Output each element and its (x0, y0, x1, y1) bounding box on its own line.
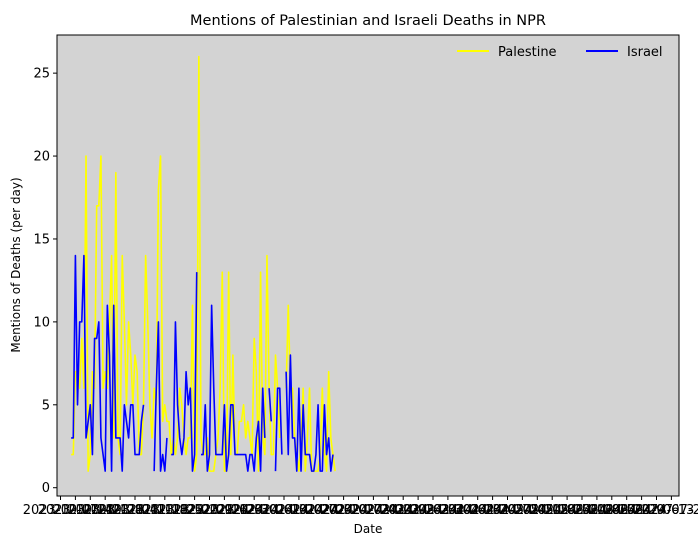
series-line-segment (153, 321, 168, 472)
x-tick-label: 2023-11-11 (97, 503, 173, 518)
chart-title: Mentions of Palestinian and Israeli Deat… (190, 13, 546, 29)
x-tick-label: 2023-12-16 (172, 503, 248, 518)
y-tick-label: 5 (42, 398, 50, 413)
x-tick-label: 2024-06-01 (529, 503, 605, 518)
x-tick-label: 2024-05-18 (500, 503, 576, 518)
x-tick-label: 2024-07-06 (604, 503, 680, 518)
x-tick-label: 2024-04-27 (455, 503, 531, 518)
series-line-segment (71, 254, 145, 472)
x-tick-label: 2023-10-28 (67, 503, 143, 518)
legend-label-palestine: Palestine (498, 45, 557, 60)
x-tick-label: 2024-03-16 (365, 503, 441, 518)
x-tick-label: 2024-03-23 (380, 503, 456, 518)
x-tick-label: 2024-03-30 (395, 503, 471, 518)
x-tick-label: 2023-12-23 (187, 503, 263, 518)
y-tick-label: 25 (33, 67, 50, 82)
series-line-segment (274, 387, 283, 472)
x-tick-label: 2023-12-09 (157, 503, 233, 518)
y-tick-label: 0 (42, 481, 50, 496)
x-tick-label: 2024-01-13 (231, 503, 307, 518)
x-tick-label: 2023-12-02 (142, 503, 218, 518)
x-tick-label: 2024-03-02 (336, 503, 412, 518)
legend: Palestine Israel (457, 45, 663, 60)
x-tick-label: 2023-10-07 (23, 503, 99, 518)
x-tick-label: 2024-05-25 (514, 503, 590, 518)
x-tick-label: 2024-04-13 (425, 503, 501, 518)
x-tick-label: 2024-04-06 (410, 503, 486, 518)
y-axis-title: Mentions of Deaths (per day) (9, 177, 23, 352)
x-tick-label: 2023-10-14 (38, 503, 114, 518)
series-line-segment (268, 388, 273, 422)
y-tick-label: 20 (33, 150, 50, 165)
x-tick-label: 2024-03-09 (351, 503, 427, 518)
x-tick-label: 2023-11-25 (127, 503, 203, 518)
series-israel (71, 254, 334, 472)
x-axis-title: Date (354, 522, 383, 536)
x-tick-label: 2023-11-18 (112, 503, 188, 518)
x-tick-label: 2024-05-04 (470, 503, 546, 518)
series-line-segment (200, 304, 266, 472)
x-tick-label: 2023-10-21 (53, 503, 129, 518)
x-tick-label: 2024-07-13 (619, 503, 695, 518)
x-tick-label: 2024-01-06 (216, 503, 292, 518)
x-axis: 2023-10-072023-10-142023-10-212023-10-28… (23, 496, 698, 518)
plot-frame (56, 34, 680, 497)
legend-label-israel: Israel (627, 45, 663, 60)
x-tick-label: 2024-02-17 (306, 503, 382, 518)
y-tick-label: 15 (33, 232, 50, 247)
x-tick-label: 2024-06-08 (544, 503, 620, 518)
x-tick-label: 2024-06-29 (589, 503, 665, 518)
x-tick-label: 2024-02-10 (291, 503, 367, 518)
x-tick-label: 2024-06-22 (574, 503, 650, 518)
x-tick-label: 2024-02-24 (321, 503, 397, 518)
x-tick-label: 2024-01-27 (261, 503, 337, 518)
x-tick-label: 2024-01-20 (246, 503, 322, 518)
x-tick-label: 2023-12-30 (202, 503, 278, 518)
x-tick-label: 2024-04-20 (440, 503, 516, 518)
series-line-segment (171, 272, 198, 472)
y-tick-label: 10 (33, 315, 50, 330)
x-tick-label: 2024-07-20 (634, 503, 698, 518)
y-axis: 0 5 10 15 20 25 (33, 67, 57, 496)
x-tick-label: 2024-06-15 (559, 503, 635, 518)
x-tick-label: 2024-05-11 (485, 503, 561, 518)
x-tick-label: 2024-02-03 (276, 503, 352, 518)
x-tick-label: 2023-11-04 (82, 503, 158, 518)
series-layer (71, 55, 336, 472)
series-line-segment (285, 354, 334, 472)
plot-area (57, 35, 679, 496)
